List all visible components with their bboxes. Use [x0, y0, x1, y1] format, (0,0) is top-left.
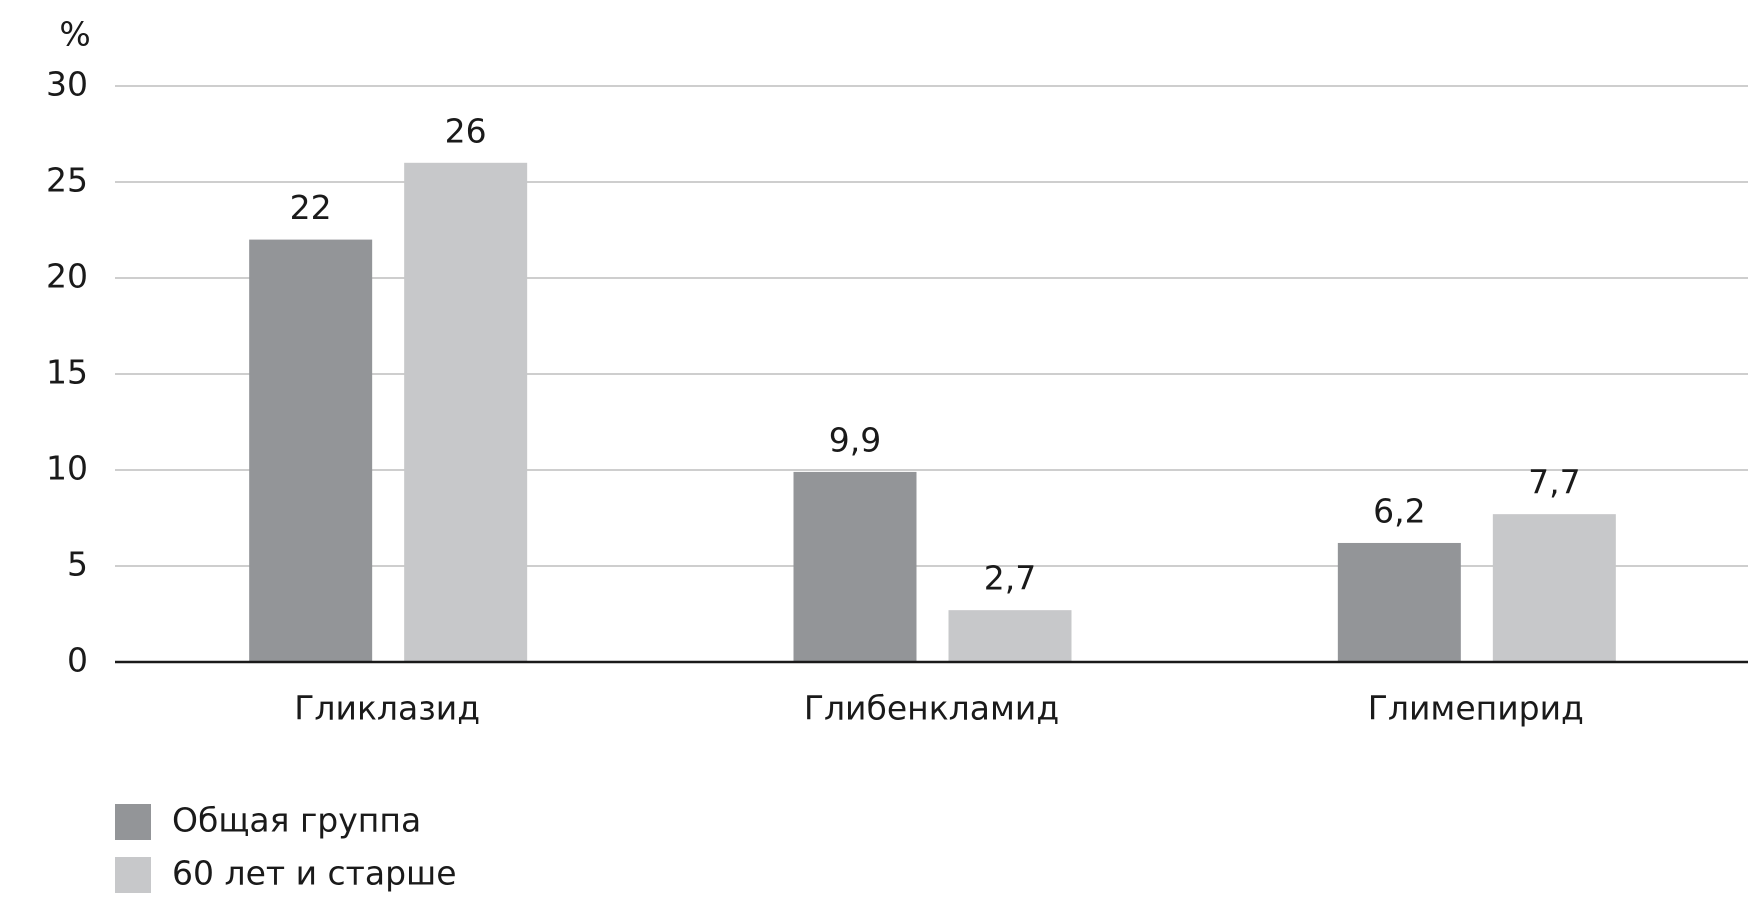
bar: [1492, 514, 1616, 662]
x-tick-label: Глибенкламид: [804, 689, 1059, 728]
bar: [948, 610, 1072, 662]
value-label: 2,7: [984, 559, 1036, 598]
x-tick-label: Гликлазид: [294, 689, 480, 728]
y-axis-label: %: [59, 15, 90, 54]
y-tick-label: 0: [67, 641, 88, 680]
value-label: 7,7: [1528, 463, 1580, 502]
legend-swatch: [115, 857, 151, 893]
y-tick-label: 15: [46, 353, 88, 392]
value-label: 26: [445, 111, 487, 150]
legend-swatch: [115, 804, 151, 840]
bar: [1337, 542, 1461, 662]
value-label: 9,9: [829, 420, 881, 459]
value-label: 22: [290, 188, 332, 227]
y-tick-label: 10: [46, 449, 88, 488]
bar: [249, 239, 373, 662]
bar: [404, 162, 528, 663]
y-tick-label: 30: [46, 65, 88, 104]
y-tick-label: 20: [46, 257, 88, 296]
bar: [793, 471, 917, 662]
legend-label: 60 лет и старше: [172, 854, 457, 893]
value-label: 6,2: [1373, 491, 1425, 530]
y-tick-label: 25: [46, 161, 88, 200]
legend-label: Общая группа: [172, 801, 421, 840]
y-tick-label: 5: [67, 545, 88, 584]
x-tick-label: Глимепирид: [1368, 689, 1584, 728]
